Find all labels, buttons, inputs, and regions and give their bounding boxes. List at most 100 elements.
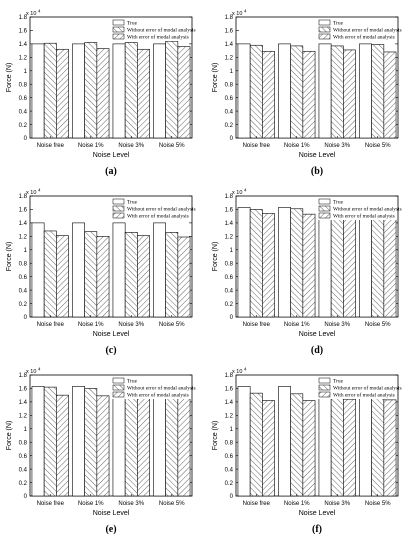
y-tick-label: 0.8 [19, 440, 28, 446]
y-tick-label: 0 [230, 136, 234, 142]
y-tick-label: 1.2 [19, 56, 28, 62]
bar-with [262, 50, 275, 139]
x-axis-label: Noise Level [299, 152, 336, 159]
bar-without [165, 387, 179, 497]
bar-with [383, 51, 397, 139]
y-tick-label: 1 [230, 427, 234, 433]
bar-true [359, 386, 372, 497]
legend-label-with: With error of modal analysis [127, 34, 189, 41]
bar-with [56, 394, 69, 497]
bar-true [72, 222, 85, 318]
bar-without [165, 40, 179, 139]
x-tick-label: Noise 1% [78, 322, 104, 328]
y-scale-multiplier: x 10 4 [232, 9, 247, 18]
y-tick-label: 0 [24, 315, 28, 321]
bar-without [249, 44, 263, 139]
y-tick-label: 0.8 [225, 261, 234, 267]
bar-true [359, 43, 372, 139]
plot-frame [29, 374, 193, 497]
y-scale-multiplier: x 10 4 [26, 188, 41, 197]
plot-frame [29, 195, 193, 318]
y-scale-multiplier: x 10 4 [26, 9, 41, 18]
bar-without [371, 208, 385, 318]
y-tick-label: 1.6 [19, 208, 28, 214]
legend-swatch-without [318, 26, 331, 33]
bar-without [330, 392, 344, 497]
y-tick-label: 0 [24, 494, 28, 500]
plot-frame [235, 16, 399, 139]
legend-box [317, 18, 397, 41]
x-axis-label: Noise Level [299, 510, 336, 517]
y-tick-label: 1.4 [225, 400, 234, 406]
y-tick-label: 1 [230, 248, 234, 254]
y-tick-label: 1.8 [225, 15, 234, 21]
y-axis-label: Force (N) [6, 63, 13, 93]
legend-swatch-true [112, 377, 125, 384]
legend-swatch-true [318, 198, 331, 205]
x-tick-label: Noise 1% [78, 143, 104, 149]
x-tick-label: Noise 3% [324, 322, 350, 328]
y-tick-label: 0.4 [225, 288, 234, 294]
legend-label-true: True [333, 379, 344, 385]
x-tick-label: Noise 5% [159, 501, 185, 507]
y-tick-label: 0.8 [225, 440, 234, 446]
x-axis-label: Noise Level [93, 152, 130, 159]
panel-label: (a) [105, 166, 117, 177]
bar-with [383, 399, 397, 497]
bar-without [371, 44, 385, 139]
y-tick-label: 0.8 [225, 82, 234, 88]
bar-true [237, 207, 251, 318]
x-tick-label: Noise 5% [159, 322, 185, 328]
y-tick-label: 0.6 [19, 275, 28, 281]
bar-with [96, 395, 110, 497]
legend-box [317, 197, 397, 220]
bar-with [177, 46, 191, 139]
bar-without [43, 42, 57, 139]
bar-true [237, 386, 251, 497]
legend-swatch-with [112, 212, 125, 219]
bar-true [112, 43, 126, 139]
y-tick-label: 0 [230, 494, 234, 500]
chart-panel-d: 0 0.2 0.4 0.6 0.8 1 1.2 1.4 1.6 1.8x 10 4 Force (N… [212, 188, 402, 357]
y-tick-label: 1.4 [225, 42, 234, 48]
y-tick-label: 1.2 [225, 56, 234, 62]
bar-true [112, 386, 126, 497]
chart-panel-a: 0 0.2 0.4 0.6 0.8 1 1.2 1.4 1.6 1.8x 10 4 Force (N… [6, 9, 196, 178]
y-tick-label: 1.6 [225, 387, 234, 393]
x-tick-label: Noise 3% [324, 143, 350, 149]
legend-label-without: Without error of modal analysis [127, 385, 196, 392]
legend-label-without: Without error of modal analysis [333, 206, 402, 213]
y-tick-label: 0.6 [225, 275, 234, 281]
bar-with [137, 235, 150, 318]
bar-with [302, 400, 316, 497]
legend-label-without: Without error of modal analysis [333, 385, 402, 392]
y-tick-label: 0 [24, 136, 28, 142]
y-tick-label: 0.2 [19, 302, 28, 308]
bar-true [318, 386, 332, 497]
legend-label-true: True [127, 200, 138, 206]
bar-with [343, 398, 356, 497]
legend-label-true: True [333, 200, 344, 206]
bar-without [43, 230, 57, 318]
bar-without [330, 45, 344, 139]
panel-label: (d) [311, 345, 323, 356]
legend-swatch-without [318, 384, 331, 391]
legend-box [111, 18, 191, 41]
x-axis-label: Noise Level [93, 331, 130, 338]
y-axis-label: Force (N) [212, 63, 219, 93]
bar-without [124, 42, 138, 139]
y-tick-label: 0.2 [225, 481, 234, 487]
bar-with [177, 395, 191, 497]
x-tick-label: Noise 5% [365, 143, 391, 149]
y-tick-label: 1.8 [19, 194, 28, 200]
bar-true [153, 386, 166, 497]
bar-without [84, 42, 98, 139]
legend-box [111, 197, 191, 220]
legend-label-with: With error of modal analysis [127, 213, 189, 220]
bar-with [262, 400, 275, 497]
y-tick-label: 1.4 [19, 400, 28, 406]
bar-without [371, 393, 385, 497]
